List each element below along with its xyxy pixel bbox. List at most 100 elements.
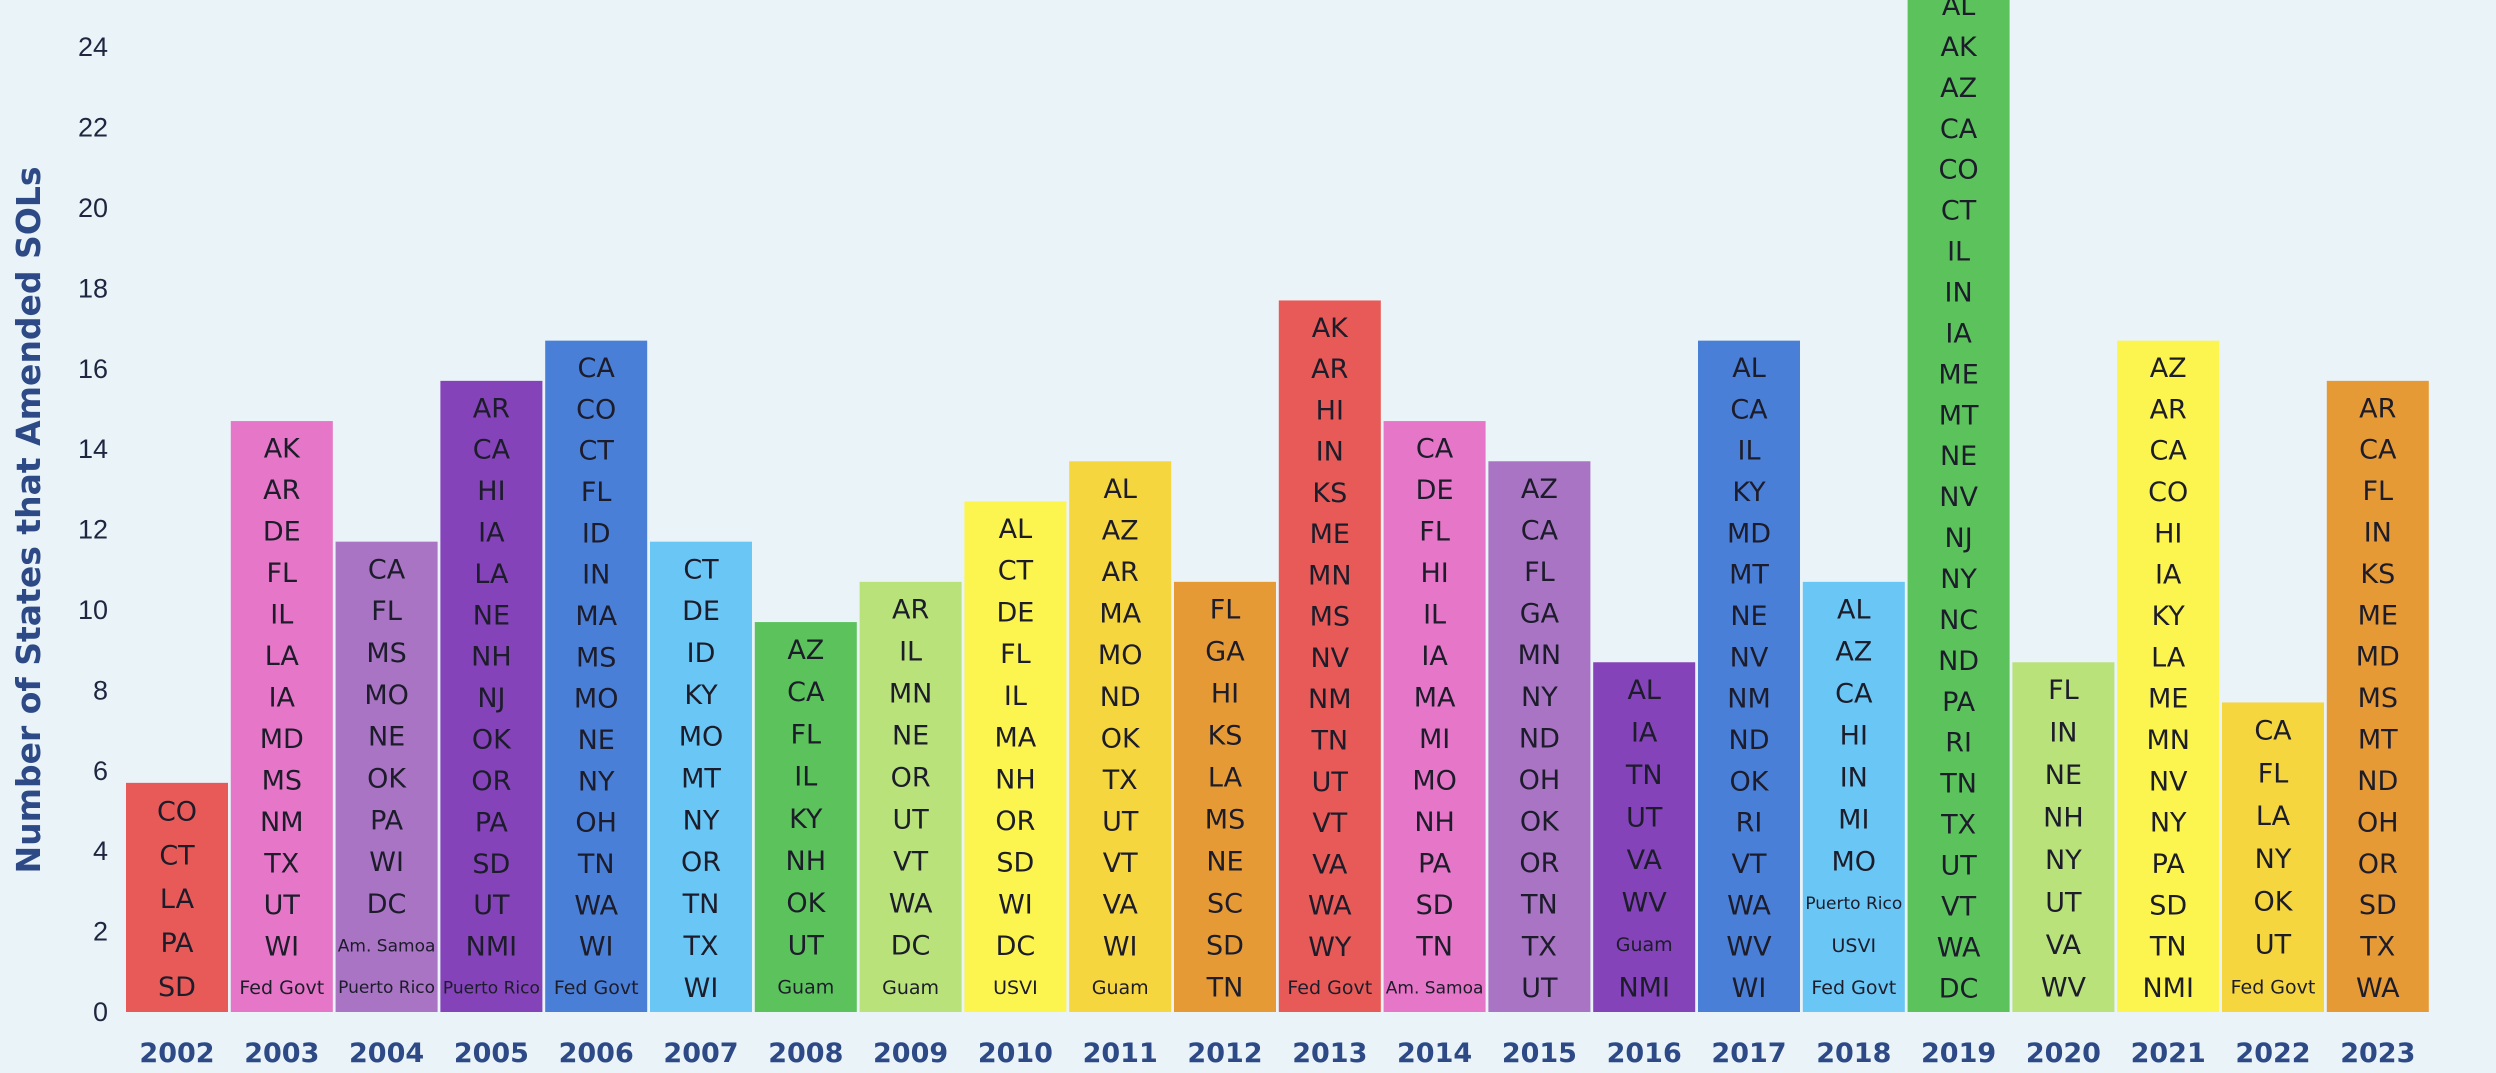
bar-state-label: CT — [1941, 196, 1977, 227]
bar-state-label: NE — [2045, 760, 2082, 791]
bar-state-label: NE — [473, 600, 510, 631]
bar-state-label: NY — [1940, 564, 1977, 595]
bar-2015: AZ CA FL GA MN NY ND OH OK OR TN TX UT — [1488, 461, 1591, 1012]
bar-state-label: CO — [576, 394, 616, 425]
bar-state-label: MS — [2358, 683, 2398, 714]
bar-state-label: MI — [1838, 805, 1869, 836]
bar-state-label: LA — [474, 559, 509, 590]
bar-state-label: Am. Samoa — [338, 936, 436, 956]
bar-state-label: ME — [1938, 359, 1978, 390]
bar-state-label: MT — [681, 764, 721, 795]
y-tick-label: 6 — [93, 756, 108, 786]
bar-state-label: Guam — [882, 977, 939, 999]
bar-state-label: WI — [1103, 931, 1138, 962]
bar-state-label: MD — [260, 724, 304, 755]
bar-state-label: TN — [1939, 769, 1977, 800]
bar-2014: CA DE FL HI IL IA MA MI MO NH PA SD TN Am. Samoa — [1383, 421, 1486, 1012]
bar-state-label: AK — [264, 434, 301, 465]
bar-state-label: OR — [1519, 848, 1559, 879]
bar-state-label: IN — [1840, 763, 1868, 794]
y-tick-label: 8 — [93, 675, 108, 705]
bar-state-label: UT — [1312, 767, 1349, 798]
bar-state-label: AK — [1312, 313, 1349, 344]
bar-state-label: DE — [1416, 475, 1454, 506]
bar-state-label: VT — [893, 847, 928, 878]
bar-state-label: WA — [1727, 890, 1771, 921]
bar-rect — [1383, 421, 1486, 1012]
bar-state-label: CO — [1939, 155, 1979, 186]
bar-2021: AZ AR CA CO HI IA KY LA ME MN NV NY PA SD TN NMI — [2117, 340, 2220, 1012]
bar-rect — [1278, 300, 1381, 1013]
bar-rect — [1174, 581, 1276, 1012]
bar-state-label: CA — [1940, 114, 1978, 145]
bar-state-label: IL — [794, 762, 817, 793]
bar-state-label: IL — [899, 637, 922, 668]
y-tick-label: 12 — [78, 515, 108, 545]
bar-state-label: NE — [1730, 601, 1767, 632]
bar-state-label: UT — [1102, 807, 1139, 838]
bar-2002: CO CT LA PA SD — [126, 782, 228, 1012]
bar-state-label: AR — [1102, 557, 1139, 588]
bar-state-label: SD — [472, 849, 510, 880]
bar-state-label: AZ — [787, 635, 824, 666]
bar-state-label: OK — [786, 888, 826, 919]
bar-rect — [230, 421, 333, 1012]
bar-state-label: WI — [998, 889, 1033, 920]
bar-state-label: HI — [477, 476, 505, 507]
bar-2010: AL CT DE FL IL MA NH OR SD WI DC USVI — [964, 501, 1067, 1012]
bar-state-label: AR — [1311, 354, 1348, 385]
bar-state-label: MO — [574, 684, 619, 715]
x-tick-label: 2008 — [768, 1038, 843, 1069]
bar-state-label: AL — [1627, 675, 1661, 706]
bar-state-label: NY — [1521, 682, 1558, 713]
x-tick-label: 2002 — [139, 1038, 214, 1069]
bar-state-label: MD — [1727, 518, 1771, 549]
bar-state-label: CA — [473, 435, 511, 466]
bar-state-label: FL — [2048, 675, 2079, 706]
bar-state-label: VA — [1312, 849, 1348, 880]
bar-state-label: MD — [2356, 642, 2400, 673]
bar-state-label: TN — [1206, 973, 1244, 1004]
bar-state-label: CO — [157, 796, 197, 827]
bar-state-label: NY — [2255, 844, 2292, 875]
bar-state-label: WV — [1726, 932, 1772, 963]
bar-state-label: PA — [1942, 687, 1976, 718]
bar-rect — [335, 541, 438, 1012]
bar-state-label: WI — [579, 932, 614, 963]
bar-state-label: MT — [2358, 725, 2398, 756]
bar-rect — [650, 541, 752, 1012]
bar-state-label: NE — [1206, 847, 1243, 878]
bar-state-label: KS — [1208, 721, 1243, 752]
bar-2023: AR CA FL IN KS ME MD MS MT ND OH OR SD TX WA — [2326, 380, 2429, 1012]
bar-state-label: MN — [1518, 640, 1562, 671]
bar-state-label: TN — [1415, 931, 1453, 962]
bar-state-label: WY — [1308, 932, 1352, 963]
bar-state-label: SD — [1416, 890, 1454, 921]
bar-state-label: WV — [1622, 888, 1668, 919]
bar-state-label: UT — [892, 805, 929, 836]
bar-state-label: AL — [999, 514, 1033, 545]
bar-state-label: UT — [2255, 930, 2292, 961]
x-tick-label: 2023 — [2340, 1038, 2415, 1069]
bar-state-label: CA — [1416, 434, 1454, 465]
bar-state-label: FL — [1419, 517, 1450, 548]
x-tick-label: 2011 — [1083, 1038, 1158, 1069]
bar-state-label: NM — [260, 807, 304, 838]
y-tick-label: 0 — [93, 997, 108, 1027]
x-tick-label: 2020 — [2026, 1038, 2101, 1069]
bar-state-label: DC — [367, 889, 407, 920]
bar-state-label: NM — [1727, 684, 1771, 715]
x-tick-label: 2006 — [559, 1038, 634, 1069]
bar-state-label: ND — [1938, 646, 1979, 677]
bar-2012: FL GA HI KS LA MS NE SC SD TN — [1174, 581, 1276, 1012]
bar-state-label: Guam — [1616, 934, 1673, 956]
bar-state-label: FL — [1524, 557, 1555, 588]
bar-state-label: OH — [575, 808, 617, 839]
bar-state-label: OR — [891, 763, 931, 794]
bar-state-label: UT — [1626, 803, 1663, 834]
bar-state-label: PA — [1418, 848, 1452, 879]
bar-state-label: FL — [2363, 476, 2394, 507]
bar-state-label: KY — [789, 804, 823, 835]
bar-state-label: LA — [160, 884, 195, 915]
bar-rect — [1488, 461, 1591, 1012]
